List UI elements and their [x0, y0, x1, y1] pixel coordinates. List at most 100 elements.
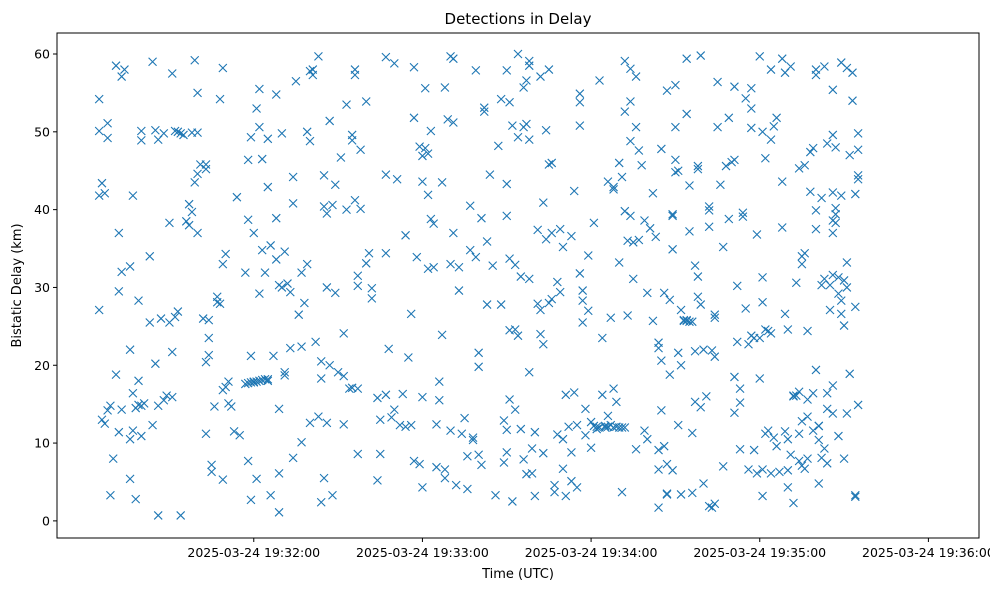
data-point: [640, 426, 649, 436]
data-point: [746, 83, 756, 93]
data-point: [777, 54, 787, 64]
data-point: [592, 422, 602, 432]
data-point: [786, 450, 796, 460]
data-point: [415, 142, 425, 151]
data-point: [811, 224, 821, 234]
data-point: [97, 178, 107, 188]
data-point: [808, 426, 818, 436]
data-point: [305, 66, 315, 76]
data-point: [732, 281, 742, 291]
data-point: [561, 491, 571, 501]
data-point: [257, 245, 267, 255]
data-point: [418, 392, 427, 402]
data-point: [597, 390, 607, 400]
data-point: [710, 352, 720, 362]
data-point: [752, 230, 762, 239]
data-point: [193, 228, 202, 238]
data-point: [328, 490, 337, 500]
data-point: [687, 428, 697, 438]
data-point: [853, 400, 863, 410]
data-point: [803, 454, 812, 464]
data-point: [716, 180, 725, 190]
data-point: [201, 357, 211, 367]
data-point: [527, 444, 537, 453]
data-point: [828, 130, 838, 140]
data-point: [758, 491, 767, 501]
data-point: [114, 286, 124, 296]
data-point: [350, 70, 360, 80]
data-point: [226, 402, 236, 411]
data-point: [179, 130, 188, 140]
data-point: [673, 348, 683, 358]
data-point: [769, 433, 779, 443]
data-point: [578, 296, 588, 306]
data-point: [642, 288, 652, 298]
data-point: [848, 68, 857, 78]
data-point: [522, 119, 531, 129]
data-point: [443, 114, 453, 124]
data-point: [398, 389, 408, 399]
data-point: [252, 377, 261, 386]
data-point: [229, 427, 239, 436]
data-point: [502, 425, 512, 435]
data-point: [457, 429, 467, 439]
data-point: [190, 178, 200, 187]
data-point: [252, 104, 261, 113]
data-point: [536, 72, 545, 81]
data-point: [836, 309, 846, 319]
data-point: [640, 216, 649, 225]
data-point: [831, 142, 841, 152]
data-point: [828, 270, 838, 280]
data-point: [193, 169, 202, 179]
data-point: [280, 370, 290, 380]
data-point: [673, 420, 683, 430]
y-tick-label: 0: [42, 513, 50, 528]
data-point: [215, 299, 225, 309]
data-point: [713, 77, 722, 87]
data-point: [524, 61, 534, 71]
data-point: [111, 370, 121, 379]
data-point: [814, 421, 824, 431]
data-point: [626, 211, 635, 221]
data-point: [552, 430, 562, 439]
data-point: [446, 426, 455, 436]
data-point: [128, 426, 138, 436]
data-point: [730, 408, 739, 418]
data-point: [263, 374, 273, 384]
data-point: [477, 460, 486, 470]
data-point: [710, 313, 720, 323]
data-point: [423, 149, 433, 158]
data-point: [766, 469, 776, 478]
data-point: [834, 289, 843, 299]
data-point: [569, 186, 579, 196]
data-point: [204, 333, 214, 343]
x-tick-label: 2025-03-24 19:33:00: [356, 545, 489, 560]
data-point: [207, 467, 216, 477]
data-point: [184, 220, 194, 230]
data-point: [302, 127, 312, 137]
data-point: [772, 441, 781, 451]
data-point: [575, 97, 585, 107]
data-point: [828, 381, 838, 390]
data-point: [547, 158, 557, 168]
data-point: [454, 286, 464, 295]
data-point: [620, 56, 630, 66]
data-point: [758, 127, 767, 137]
data-point: [210, 402, 219, 411]
data-point: [850, 189, 860, 199]
data-point: [685, 317, 694, 327]
data-point: [536, 329, 545, 339]
data-point: [685, 181, 694, 190]
data-point: [800, 160, 810, 170]
data-point: [249, 228, 259, 238]
data-point: [167, 347, 177, 357]
data-point: [479, 103, 489, 113]
data-point: [260, 268, 270, 278]
data-point: [502, 65, 512, 75]
data-point: [828, 409, 838, 418]
data-point: [780, 427, 790, 436]
data-point: [406, 420, 416, 430]
data-point: [477, 213, 486, 223]
data-point: [693, 272, 703, 281]
data-point: [783, 483, 793, 492]
